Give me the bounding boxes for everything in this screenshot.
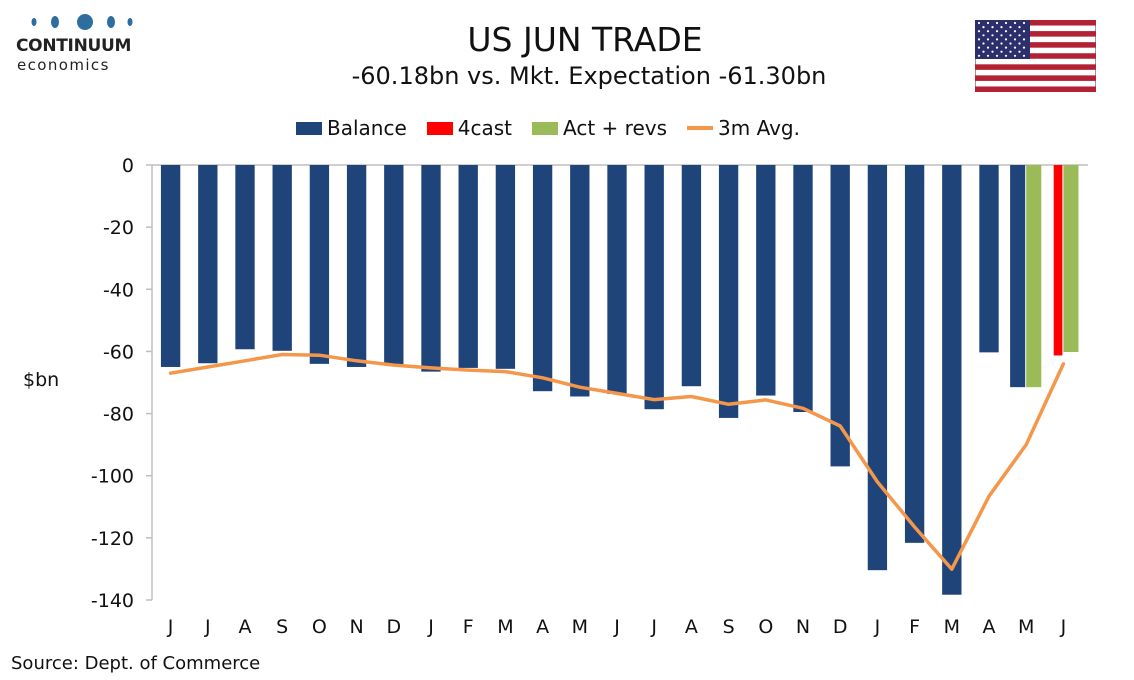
bar-balance xyxy=(532,165,553,392)
legend-label-balance: Balance xyxy=(327,116,407,140)
legend-item-act-revs: Act + revs xyxy=(532,116,667,140)
y-tick-label: -80 xyxy=(103,404,134,426)
bar-act-revs xyxy=(1063,165,1079,352)
bar-balance xyxy=(644,165,664,410)
legend-label-4cast: 4cast xyxy=(457,116,513,140)
y-tick-label: -40 xyxy=(103,279,134,301)
bar-balance xyxy=(198,165,218,364)
x-tick-label: F xyxy=(463,616,474,638)
x-tick-label: M xyxy=(572,616,588,638)
legend-swatch-4cast xyxy=(426,121,453,135)
bar-balance xyxy=(160,165,181,367)
bar-balance xyxy=(458,165,478,368)
legend-item-balance: Balance xyxy=(296,116,407,140)
bar-balance xyxy=(942,165,962,595)
bar-balance xyxy=(272,165,292,351)
bar-balance xyxy=(346,165,367,367)
legend-item-3m-avg: 3m Avg. xyxy=(687,116,800,140)
x-tick-label: J xyxy=(427,616,434,638)
x-tick-label: O xyxy=(312,616,327,638)
logo-sub: economics xyxy=(17,56,110,74)
x-tick-label: M xyxy=(1018,616,1034,638)
y-tick-label: -60 xyxy=(103,341,134,363)
bar-balance xyxy=(235,165,255,350)
chart-legend: Balance 4cast Act + revs 3m Avg. xyxy=(296,116,820,140)
x-tick-label: J xyxy=(613,616,620,638)
bar-balance xyxy=(384,165,404,366)
x-tick-label: S xyxy=(723,616,735,638)
legend-swatch-act-revs xyxy=(532,121,559,135)
chart-subtitle: -60.18bn vs. Mkt. Expectation -61.30bn xyxy=(351,62,827,90)
x-tick-label: D xyxy=(833,616,848,638)
legend-label-act-revs: Act + revs xyxy=(563,116,667,140)
x-tick-label: A xyxy=(239,616,252,638)
x-tick-label: J xyxy=(1060,616,1067,638)
x-tick-label: J xyxy=(874,616,881,638)
us-flag-icon xyxy=(975,20,1096,92)
bar-balance xyxy=(979,165,999,353)
chart-title: US JUN TRADE xyxy=(467,20,703,59)
bar-balance xyxy=(309,165,330,364)
x-tick-label: N xyxy=(796,616,810,638)
bar-balance xyxy=(793,165,813,413)
legend-swatch-balance xyxy=(296,121,322,135)
continuum-economics-logo: CONTINUUM economics xyxy=(14,14,138,76)
bar-balance xyxy=(830,165,850,467)
x-tick-label: J xyxy=(167,616,174,638)
line-3m-avg xyxy=(168,352,1066,571)
bar-4cast xyxy=(1053,165,1063,356)
bar-balance xyxy=(421,165,441,372)
logo-dots-icon xyxy=(31,14,133,30)
x-tick-label: N xyxy=(349,616,363,638)
x-tick-label: J xyxy=(204,616,211,638)
x-tick-label: S xyxy=(276,616,288,638)
bar-balance xyxy=(718,165,739,418)
bar-balance xyxy=(1010,165,1026,388)
x-tick-label: A xyxy=(685,616,698,638)
logo-name: CONTINUUM xyxy=(16,36,132,56)
source-note: Source: Dept. of Commerce xyxy=(11,653,261,674)
y-tick-label: -20 xyxy=(103,217,134,239)
bar-balance xyxy=(607,165,627,394)
x-tick-label: D xyxy=(386,616,401,638)
y-tick-label: -120 xyxy=(91,528,134,550)
bar-balance xyxy=(867,165,888,571)
x-tick-label: F xyxy=(909,616,920,638)
y-axis-label: $bn xyxy=(23,369,60,391)
bar-balance xyxy=(495,165,516,369)
legend-item-4cast: 4cast xyxy=(426,116,513,140)
x-tick-label: M xyxy=(944,616,960,638)
y-tick-label: 0 xyxy=(122,155,134,177)
y-tick-label: -100 xyxy=(91,466,134,488)
bar-balance xyxy=(681,165,702,387)
bar-act-revs xyxy=(1026,165,1042,388)
bar-balance xyxy=(756,165,776,396)
bar-balance xyxy=(570,165,590,397)
legend-label-3m-avg: 3m Avg. xyxy=(718,116,800,140)
bar-balance xyxy=(904,165,925,543)
legend-swatch-3m-avg xyxy=(687,126,713,130)
y-tick-label: -140 xyxy=(91,590,134,612)
x-tick-label: O xyxy=(758,616,773,638)
x-tick-label: A xyxy=(536,616,549,638)
x-tick-label: A xyxy=(983,616,996,638)
x-tick-label: M xyxy=(497,616,513,638)
x-tick-label: J xyxy=(650,616,657,638)
